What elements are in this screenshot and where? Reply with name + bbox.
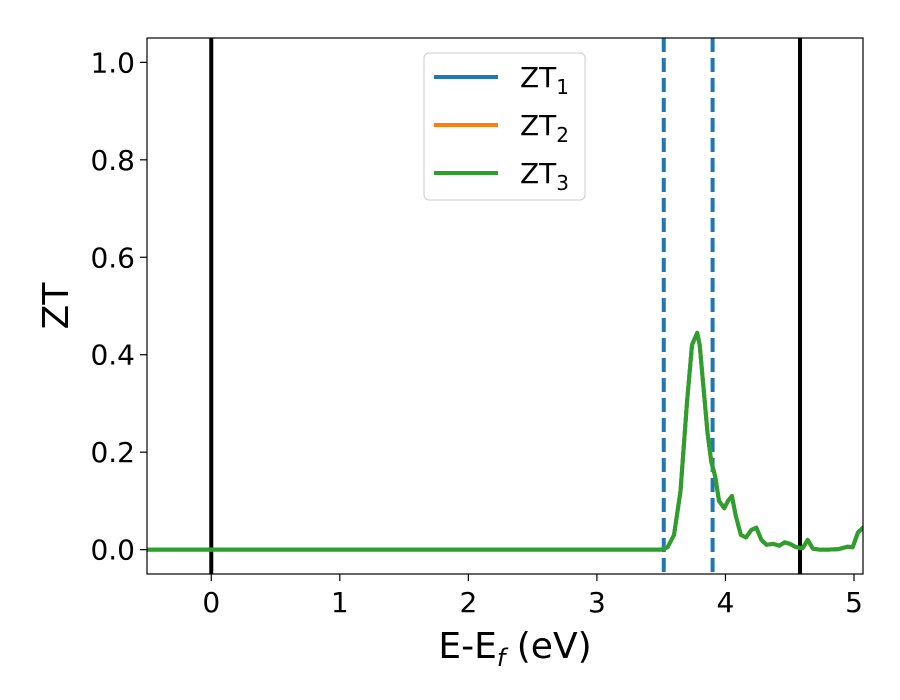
x-tick-label: 5: [845, 586, 863, 619]
axes-frame: [146, 37, 864, 575]
legend-label-2: ZT2: [520, 109, 569, 147]
x-axis-title-main: E-E: [438, 626, 496, 667]
y-tick-label: 0.0: [90, 534, 135, 567]
legend-label-sub: 3: [556, 171, 569, 195]
y-tick-label: 0.8: [90, 144, 135, 177]
y-axis-title: ZT: [36, 282, 77, 330]
y-tick-label: 0.6: [90, 241, 135, 274]
x-tick-label: 4: [717, 586, 735, 619]
x-tick-label: 3: [588, 586, 606, 619]
legend-box: [423, 52, 586, 201]
x-axis-title: E-Ef (eV): [438, 626, 591, 672]
legend-label-main: ZT: [520, 61, 557, 94]
x-axis-title-unit: (eV): [505, 626, 591, 667]
series-group: [147, 330, 863, 552]
x-tick-label: 0: [202, 586, 220, 619]
legend-label-main: ZT: [520, 157, 557, 190]
plot-area: [147, 38, 863, 574]
y-tick-label: 0.4: [90, 339, 135, 372]
y-tick-label: 1.0: [90, 46, 135, 79]
legend-label-sub: 2: [556, 123, 569, 147]
x-tick-label: 2: [459, 586, 477, 619]
x-tick-label: 1: [331, 586, 349, 619]
legend-label-3: ZT3: [520, 157, 569, 195]
axes: 0 1 2 3 4 5 0.0 0.2 0.4 0.6 0.8 1.0: [90, 37, 864, 619]
legend-label-sub: 1: [556, 75, 569, 99]
y-tick-label: 0.2: [90, 436, 135, 469]
legend-label-main: ZT: [520, 109, 557, 142]
series-line-3: [147, 330, 863, 552]
legend-label-1: ZT1: [520, 61, 569, 99]
